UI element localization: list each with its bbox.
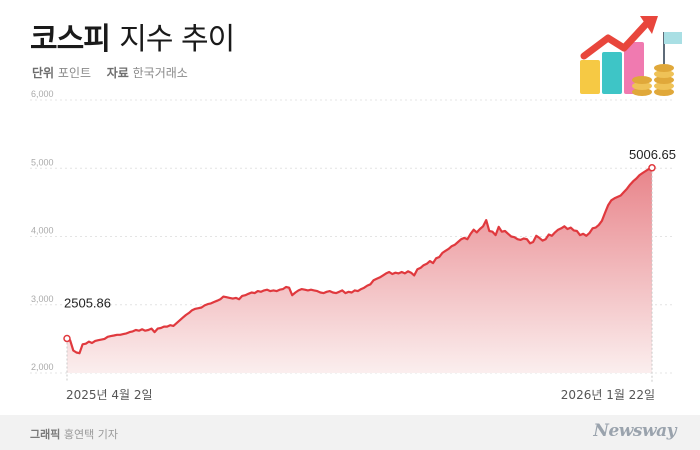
illus-coin — [654, 70, 674, 78]
y-axis: 2,000 3,000 4,000 5,000 6,000 — [31, 89, 54, 372]
illus-flag — [664, 32, 682, 44]
illus-coin — [654, 64, 674, 72]
illus-bar-yellow — [580, 60, 600, 94]
illus-coin — [632, 88, 652, 96]
illus-coin — [654, 88, 674, 96]
graphic-credit: 그래픽 홍연택 기자 — [30, 426, 118, 442]
unit-label: 단위 — [32, 66, 55, 80]
footer-bar: 그래픽 홍연택 기자 Newsway — [0, 415, 700, 450]
illus-coin — [654, 82, 674, 90]
y-tick-label: 4,000 — [31, 226, 54, 236]
chart-meta: 단위 포인트 자료 한국거래소 — [32, 64, 188, 81]
illus-arrow-head — [640, 16, 658, 34]
title-bold: 코스피 — [30, 22, 111, 57]
end-point-marker — [648, 164, 656, 172]
x-start-label: 2025년 4월 2일 — [66, 388, 153, 402]
credit-label: 그래픽 — [30, 428, 61, 441]
newsway-logo: Newsway — [593, 421, 676, 441]
illus-bar-teal — [602, 52, 622, 94]
start-value-label: 2505.86 — [64, 295, 111, 310]
title-rest: 지수 추이 — [119, 22, 235, 57]
illus-coin — [632, 76, 652, 84]
illus-coin — [654, 76, 674, 84]
source-value: 한국거래소 — [132, 66, 188, 80]
y-tick-label: 6,000 — [31, 89, 54, 99]
kospi-area-chart: 2,000 3,000 4,000 5,000 6,000 2505.86 5006.6… — [30, 89, 676, 402]
kospi-line — [66, 166, 653, 355]
page-title: 코스피 지수 추이 — [30, 14, 235, 58]
illus-trend-arrow — [580, 18, 652, 60]
growth-chart-illustration — [580, 16, 682, 96]
end-value-label: 5006.65 — [629, 147, 676, 162]
y-tick-label: 2,000 — [31, 362, 54, 372]
illus-coin — [632, 82, 652, 90]
x-end-label: 2026년 1월 22일 — [561, 388, 655, 402]
unit-value: 포인트 — [57, 66, 92, 80]
kospi-area — [67, 167, 652, 373]
credit-name: 홍연택 기자 — [63, 428, 118, 441]
y-tick-label: 3,000 — [31, 294, 54, 304]
start-point-marker — [63, 334, 71, 343]
source-label: 자료 — [106, 66, 129, 80]
y-tick-label: 5,000 — [31, 157, 54, 167]
